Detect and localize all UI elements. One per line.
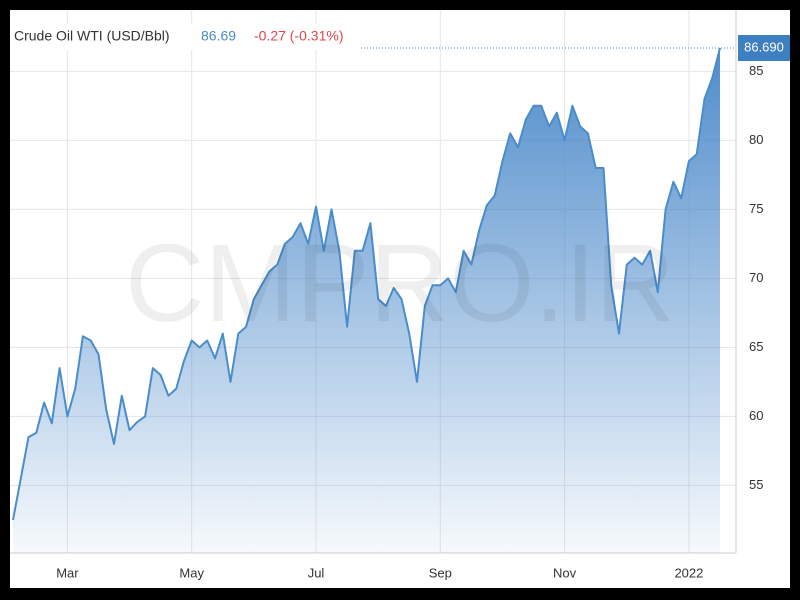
line — [12, 47, 721, 521]
area — [13, 48, 720, 553]
y-tick-label: 55 — [749, 477, 763, 492]
y-tick-label: 70 — [749, 270, 763, 285]
x-tick-label: Mar — [56, 565, 79, 580]
y-tick-label: 85 — [749, 63, 763, 78]
chart-title: Crude Oil WTI (USD/Bbl) — [14, 28, 170, 44]
y-tick-label: 75 — [749, 201, 763, 216]
y-tick-label: 60 — [749, 408, 763, 423]
plot: 55 60 65 70 75 80 85 Mar May Jul Sep Nov 2022 86.690 — [10, 10, 790, 580]
x-tick-label: May — [179, 565, 204, 580]
x-tick-label: Sep — [429, 565, 452, 580]
x-tick-label: 2022 — [674, 565, 703, 580]
x-tick-label: Jul — [308, 565, 325, 580]
watermark: CMPRO.IR — [125, 222, 675, 345]
header-background — [10, 24, 360, 50]
y-tick-label: 65 — [749, 339, 763, 354]
y-tick-label: 80 — [749, 132, 763, 147]
last-value-box — [738, 35, 790, 62]
last-value-label: 86.690 — [744, 39, 784, 54]
x-tick-label: Nov — [553, 565, 577, 580]
change: -0.27 (-0.31%) — [254, 28, 343, 44]
price: 86.69 — [201, 28, 236, 44]
